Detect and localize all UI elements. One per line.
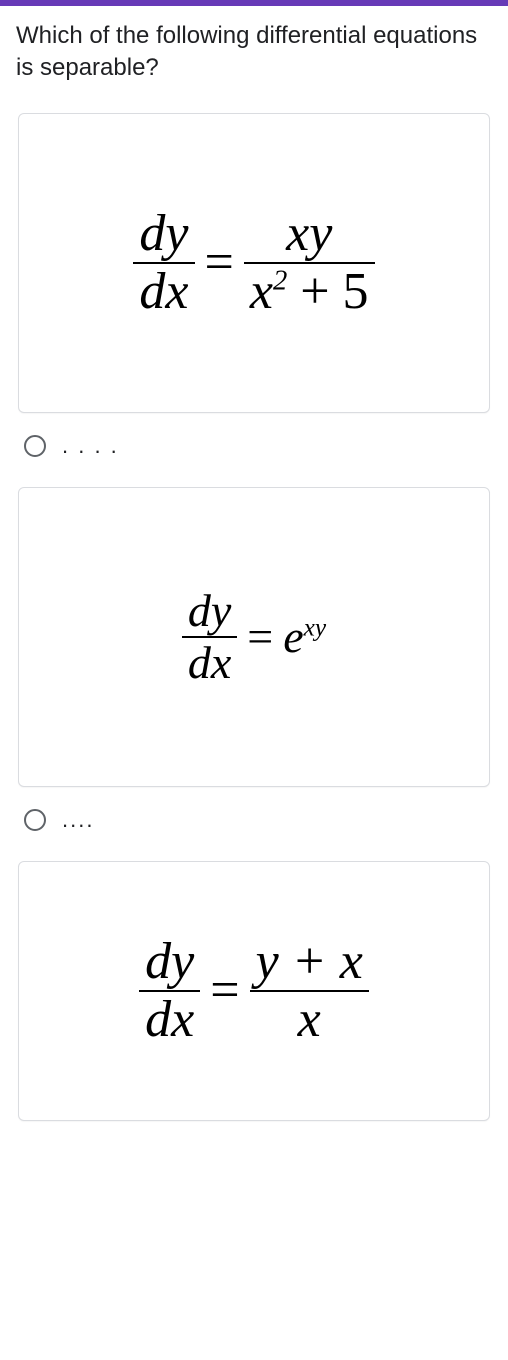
equals-sign: = <box>247 610 273 663</box>
option-radio-row[interactable]: . . . . <box>0 421 508 477</box>
eq-num: xy <box>280 206 338 262</box>
eq-den: x2 + 5 <box>244 264 375 320</box>
equals-sign: = <box>210 961 239 1020</box>
eq-num: dy <box>133 206 194 262</box>
option-card[interactable]: dy dx = xy x2 + 5 <box>18 113 490 413</box>
radio-label: . . . . <box>62 433 119 459</box>
option-card[interactable]: dy dx = y + x x <box>18 861 490 1121</box>
radio-icon[interactable] <box>24 809 46 831</box>
eq-den: dx <box>139 992 200 1048</box>
eq-den: dx <box>182 638 237 688</box>
equals-sign: = <box>205 233 234 292</box>
option-card[interactable]: dy dx = exy <box>18 487 490 787</box>
eq-num: y + x <box>250 934 369 990</box>
equation-1: dy dx = xy x2 + 5 <box>133 206 374 320</box>
eq-rhs: exy <box>283 610 326 663</box>
radio-icon[interactable] <box>24 435 46 457</box>
question-text: Which of the following differential equa… <box>0 6 508 103</box>
eq-den: x <box>292 992 327 1048</box>
eq-num: dy <box>182 586 237 636</box>
eq-num: dy <box>139 934 200 990</box>
option-radio-row[interactable]: .... <box>0 795 508 851</box>
equation-2: dy dx = exy <box>182 586 326 688</box>
radio-label: .... <box>62 807 94 833</box>
eq-den: dx <box>133 264 194 320</box>
equation-3: dy dx = y + x x <box>139 934 369 1048</box>
